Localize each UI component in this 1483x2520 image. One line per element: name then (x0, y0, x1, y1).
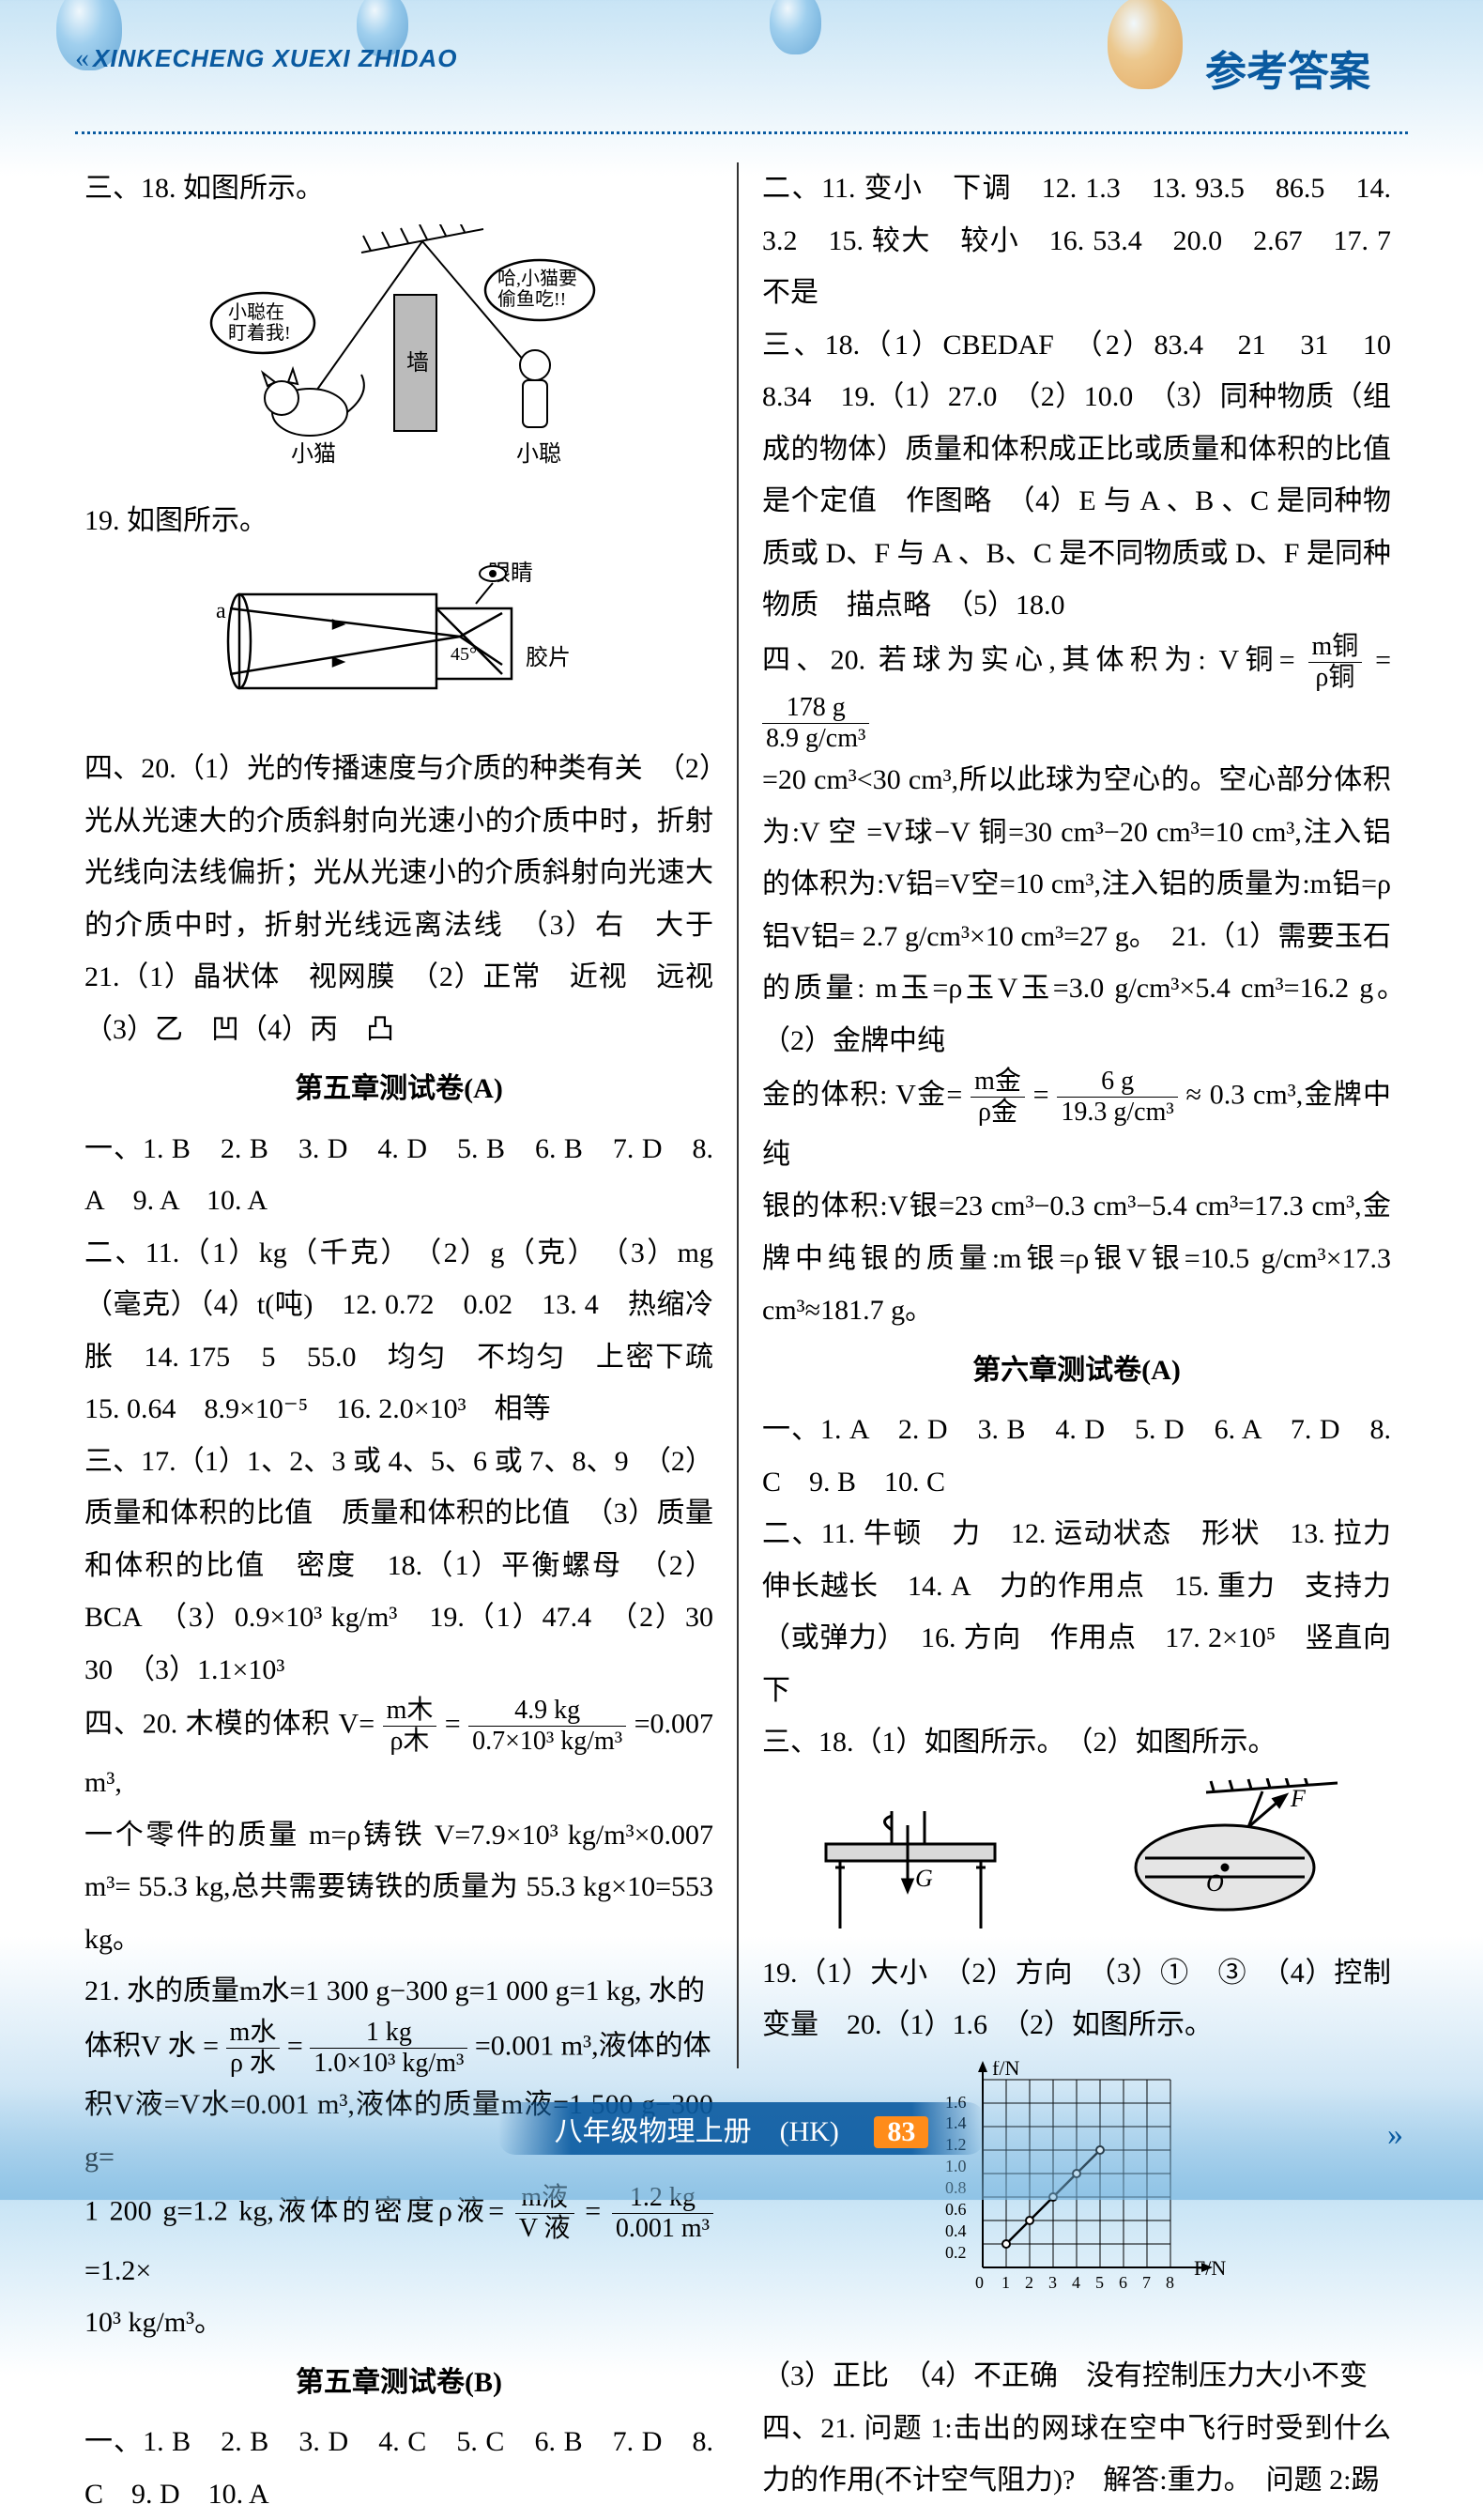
r4-20c: 金的体积: V金= m金ρ金 = 6 g19.3 g/cm³ ≈ 0.3 cm³… (762, 1067, 1391, 1180)
r4-20a: 四、20. 若球为实心,其体积为: V铜= m铜ρ铜 = 178 g8.9 g/… (762, 632, 1391, 755)
G-label: G (915, 1865, 933, 1892)
svg-text:4: 4 (1072, 2273, 1080, 2292)
ch6a-sec2: 二、11. 牛顿 力 12. 运动状态 形状 13. 拉力 伸长越长 14. A… (762, 1508, 1391, 1716)
ch6a-20-34: （3）正比 （4）不正确 没有控制压力大小不变 (762, 2350, 1391, 2403)
ch5a21d-pre: 1 200 g=1.2 kg,液体的密度ρ液= (84, 2196, 504, 2227)
lantern-force-svg: F O (1093, 1778, 1356, 1938)
figure-row-forces: G F O (762, 1778, 1391, 1938)
r420c-pre: 金的体积: V金= (762, 1080, 962, 1111)
svg-text:0: 0 (975, 2273, 984, 2292)
ch5a-21d: 1 200 g=1.2 kg,液体的密度ρ液= m液V 液 = 1.2 kg0.… (84, 2183, 713, 2297)
frac-au2: 6 g19.3 g/cm³ (1057, 1067, 1177, 1128)
ch5a-sec2: 二、11.（1）kg（千克） （2）g（克） （3）mg（毫克）（4）t(吨) … (84, 1227, 713, 1436)
left-column: 三、18. 如图所示。 墙 小聪在 盯着我! (84, 162, 737, 2068)
figure-camera: a 45° 眼睛 胶片 (84, 557, 713, 734)
r3-18: 三、18.（1）CBEDAF （2）83.4 21 31 10 8.34 19.… (762, 319, 1391, 632)
svg-text:1: 1 (1001, 2273, 1010, 2292)
svg-text:8: 8 (1166, 2273, 1174, 2292)
q19: 19. 如图所示。 (84, 495, 713, 547)
ch5a-title: 第五章测试卷(A) (84, 1063, 713, 1115)
ch5a21d-post: =1.2× (84, 2255, 151, 2286)
svg-text:6: 6 (1119, 2273, 1127, 2292)
ch5b-title: 第五章测试卷(B) (84, 2357, 713, 2409)
ylabel: f/N (992, 2061, 1019, 2080)
svg-text:0.2: 0.2 (945, 2243, 967, 2262)
ch6a-4-21: 四、21. 问题 1:击出的网球在空中飞行时受到什么力的作用(不计空气阻力)? … (762, 2403, 1391, 2507)
ch5a-21b: 体积V 水 = m水ρ 水 = 1 kg1.0×10³ kg/m³ =0.001… (84, 2018, 713, 2079)
page-number: 83 (874, 2116, 928, 2148)
svg-text:0.4: 0.4 (945, 2221, 967, 2240)
F-label: F (1290, 1785, 1307, 1812)
header-title: 参考答案 (1205, 38, 1370, 98)
frac-cu1: m铜ρ铜 (1308, 632, 1363, 693)
figure-cat-mirror: 墙 小聪在 盯着我! 哈,小猫要 偷鱼吃!! 小猫 (84, 224, 713, 486)
frac-val: 4.9 kg0.7×10³ kg/m³ (468, 1696, 626, 1757)
svg-text:7: 7 (1142, 2273, 1151, 2292)
svg-text:0.6: 0.6 (945, 2200, 967, 2219)
bubble-right-l1: 哈,小猫要 (497, 268, 577, 289)
bubble-left-l1: 小聪在 (228, 301, 284, 323)
ch6a-sec1: 一、1. A 2. D 3. B 4. D 5. D 6. A 7. D 8. … (762, 1404, 1391, 1508)
frac21-2: 1 kg1.0×10³ kg/m³ (310, 2018, 467, 2079)
header-left-arrows: « (75, 42, 82, 74)
q4-20: 四、20.（1）光的传播速度与介质的种类有关 （2）光从光速大的介质斜射向光速小… (84, 743, 713, 1055)
O-label: O (1206, 1869, 1224, 1897)
ch5a21b-post: =0.001 m³,液体的体 (475, 2030, 711, 2061)
header-pinyin: XINKECHENG XUEXI ZHIDAO (93, 44, 458, 72)
ch5a-4-pre: 四、20. 木模的体积 V= (84, 1709, 375, 1740)
cat-mirror-svg: 墙 小聪在 盯着我! 哈,小猫要 偷鱼吃!! 小猫 (202, 224, 596, 469)
frac21-1: m水ρ 水 (226, 2018, 281, 2079)
footer-arrows: » (1387, 2117, 1394, 2153)
svg-text:3: 3 (1048, 2273, 1057, 2292)
xlabel: F/N (1194, 2256, 1226, 2280)
ch6a-19-20: 19.（1）大小 （2）方向 （3）① ③ （4）控制变量 20.（1）1.6 … (762, 1947, 1391, 2051)
r2-11: 二、11. 变小 下调 12. 1.3 13. 93.5 86.5 14. 3.… (762, 162, 1391, 319)
ch5a-sec1: 一、1. B 2. B 3. D 4. D 5. B 6. B 7. D 8. … (84, 1123, 713, 1227)
page-footer: 八年级物理上册 (HK) 83 (0, 2102, 1483, 2155)
svg-text:5: 5 (1095, 2273, 1104, 2292)
ch5a-21e: 10³ kg/m³。 (84, 2297, 713, 2349)
content-area: 三、18. 如图所示。 墙 小聪在 盯着我! (0, 134, 1483, 2068)
table-force-svg: G (798, 1778, 1023, 1938)
ch5a-21a: 21. 水的质量m水=1 300 g−300 g=1 000 g=1 kg, 水… (84, 1965, 713, 2018)
r420a-pre: 四、20. 若球为实心,其体积为: V铜= (762, 644, 1295, 675)
cong-label: 小聪 (516, 441, 561, 467)
ch5a-4-line2: 一个零件的质量 m=ρ铸铁 V=7.9×10³ kg/m³×0.007 m³= … (84, 1809, 713, 1966)
angle-label: 45° (451, 644, 477, 665)
page-header: « XINKECHENG XUEXI ZHIDAO 参考答案 (0, 0, 1483, 122)
svg-text:2: 2 (1025, 2273, 1033, 2292)
r4-20d: 银的体积:V银=23 cm³−0.3 cm³−5.4 cm³=17.3 cm³,… (762, 1180, 1391, 1337)
a-label: a (216, 599, 226, 623)
ch5b-sec1: 一、1. B 2. B 3. D 4. C 5. C 6. B 7. D 8. … (84, 2416, 713, 2520)
film-label: 胶片 (526, 645, 571, 670)
footer-pill: 八年级物理上册 (HK) 83 (498, 2102, 986, 2155)
footer-text: 八年级物理上册 (HK) (555, 2116, 839, 2147)
camera-svg: a 45° 眼睛 胶片 (211, 557, 587, 716)
right-column: 二、11. 变小 下调 12. 1.3 13. 93.5 86.5 14. 3.… (739, 162, 1391, 2068)
wall-label: 墙 (406, 350, 429, 376)
cat-label: 小猫 (291, 441, 336, 467)
r4-20b: =20 cm³<30 cm³,所以此球为空心的。空心部分体积为:V 空 =V球−… (762, 754, 1391, 1067)
bubble-left-l2: 盯着我! (228, 322, 291, 344)
ch6a-title: 第六章测试卷(A) (762, 1345, 1391, 1397)
bubble-right-l2: 偷鱼吃!! (497, 288, 566, 310)
frac-au1: m金ρ金 (971, 1067, 1025, 1128)
q3-18: 三、18. 如图所示。 (84, 162, 713, 215)
ch5a21b-pre: 体积V 水 = (84, 2030, 219, 2061)
ch5a-sec4-20: 四、20. 木模的体积 V= m木ρ木 = 4.9 kg0.7×10³ kg/m… (84, 1696, 713, 1809)
ch6a-sec3-18: 三、18.（1）如图所示。 （2）如图所示。 (762, 1716, 1391, 1769)
frac-mmu: m木ρ木 (383, 1696, 437, 1757)
ch5a-sec3: 三、17.（1）1、2、3 或 4、5、6 或 7、8、9 （2）质量和体积的比… (84, 1436, 713, 1697)
frac-cu2: 178 g8.9 g/cm³ (762, 693, 869, 754)
